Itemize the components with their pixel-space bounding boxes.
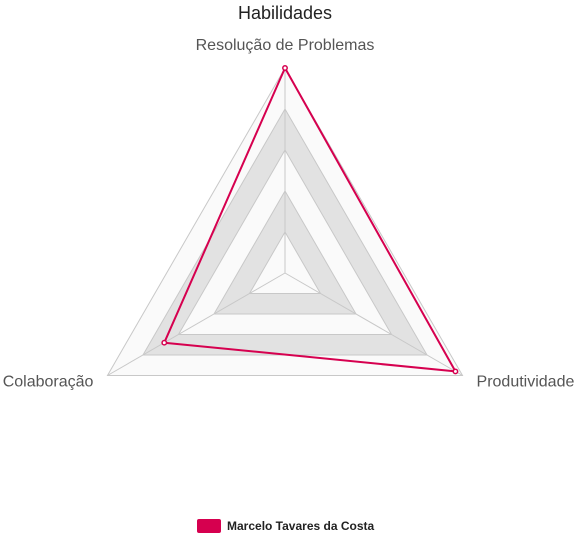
axis-label-2: Colaboração: [3, 374, 94, 391]
chart-title: Habilidades: [238, 3, 332, 23]
radar-series: [161, 65, 459, 375]
data-point-1[interactable]: [452, 368, 459, 375]
axis-label-0: Resolução de Problemas: [196, 37, 375, 54]
axis-label-1: Produtividade: [477, 374, 575, 391]
legend[interactable]: Marcelo Tavares da Costa: [197, 519, 375, 533]
radar-grid: [106, 67, 464, 376]
series-line-0: [163, 67, 457, 373]
legend-label: Marcelo Tavares da Costa: [227, 519, 375, 533]
legend-swatch: [197, 519, 221, 533]
data-point-2[interactable]: [161, 339, 168, 346]
data-point-0[interactable]: [282, 65, 288, 71]
axis-spoke-1: [284, 272, 463, 376]
axis-spoke-2: [107, 272, 286, 376]
axis-labels: Resolução de Problemas Produtividade Colab…: [3, 37, 575, 391]
